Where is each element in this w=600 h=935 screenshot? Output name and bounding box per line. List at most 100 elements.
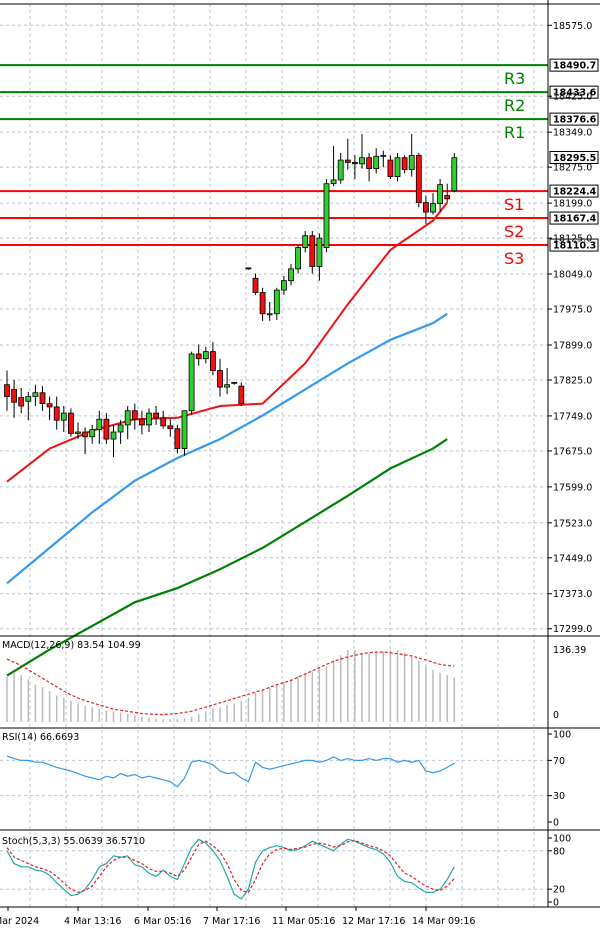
candle-body xyxy=(415,154,422,204)
candle-body xyxy=(380,154,387,157)
ma-blue-line xyxy=(6,312,448,585)
price-tick-label: 18575.0 xyxy=(553,21,592,32)
candle-body xyxy=(422,202,429,213)
candle xyxy=(32,384,39,406)
level-value-label: 18376.6 xyxy=(553,115,597,126)
level-value-box xyxy=(549,184,599,198)
candle xyxy=(202,346,209,364)
current-price-label: 18295.5 xyxy=(553,153,596,164)
candle xyxy=(415,152,422,208)
candle xyxy=(359,134,365,169)
candle-body xyxy=(174,428,181,449)
candle xyxy=(295,245,302,274)
candle-body xyxy=(224,384,231,388)
candle-body xyxy=(96,418,103,431)
candle-body xyxy=(344,159,351,163)
level-value-box xyxy=(549,238,599,252)
level-label-s3: S3 xyxy=(504,249,524,268)
candle xyxy=(82,427,88,455)
candle xyxy=(337,152,344,184)
time-tick-label: 14 Mar 09:16 xyxy=(412,916,475,927)
time-tick-label: 4 Mar 13:16 xyxy=(64,916,121,927)
candle-body xyxy=(89,429,96,438)
candle-body xyxy=(444,195,451,200)
candle-body xyxy=(68,412,74,434)
candle xyxy=(167,419,174,437)
candle xyxy=(4,370,10,411)
candle-body xyxy=(60,412,67,421)
candle xyxy=(373,148,380,174)
time-tick-label: 12 Mar 17:16 xyxy=(342,916,405,927)
candle-body xyxy=(309,235,316,267)
time-tick-label: 11 Mar 05:16 xyxy=(272,916,335,927)
candle-body xyxy=(359,157,365,165)
level-value-box xyxy=(549,112,599,126)
candle-body xyxy=(273,289,280,315)
candle-body xyxy=(330,179,337,185)
rsi-tick-label: 30 xyxy=(553,791,565,802)
price-tick-label: 18125.0 xyxy=(553,234,592,245)
price-tick-label: 18275.0 xyxy=(553,163,592,174)
candle-body xyxy=(202,351,209,360)
candle-body xyxy=(302,235,309,248)
level-label-s2: S2 xyxy=(504,222,524,241)
candle-body xyxy=(430,203,436,213)
candle xyxy=(394,152,401,182)
candle xyxy=(451,152,458,193)
level-label-s1: S1 xyxy=(504,195,524,214)
candle xyxy=(209,342,216,376)
candle xyxy=(280,275,287,295)
candle xyxy=(117,420,124,444)
level-label-r2: R2 xyxy=(504,96,525,115)
stoch-tick-label: 100 xyxy=(553,834,571,845)
candle xyxy=(188,351,195,415)
candle-body xyxy=(188,353,195,412)
level-value-box xyxy=(549,58,599,72)
candle xyxy=(18,388,25,414)
macd-tick-label: 0 xyxy=(553,710,559,721)
candle xyxy=(351,155,358,179)
candle xyxy=(344,138,351,170)
price-tick-label: 17675.0 xyxy=(553,446,592,457)
candle-body xyxy=(131,410,138,420)
candle xyxy=(323,178,330,253)
price-grid xyxy=(0,4,548,907)
price-tick-label: 18199.0 xyxy=(553,199,592,210)
rsi-tick-label: 70 xyxy=(553,756,565,767)
level-value-box xyxy=(549,85,599,99)
candle xyxy=(366,152,373,182)
time-tick-label: Mar 2024 xyxy=(0,916,39,927)
candle-body xyxy=(124,410,131,426)
level-value-box xyxy=(549,211,599,225)
candle xyxy=(110,424,117,458)
candle xyxy=(68,408,74,437)
candle xyxy=(309,231,316,274)
candle xyxy=(96,410,103,444)
candle-body xyxy=(337,159,344,181)
rsi-tick-label: 100 xyxy=(553,730,571,741)
candle xyxy=(224,368,231,395)
candle-body xyxy=(387,159,394,178)
price-tick-label: 18049.0 xyxy=(553,270,592,281)
level-value-label: 18110.3 xyxy=(553,241,596,252)
candle-body xyxy=(238,385,245,405)
candle xyxy=(75,422,81,440)
candle xyxy=(408,134,415,177)
candle-body xyxy=(437,184,444,204)
candle xyxy=(238,382,245,406)
candle-body xyxy=(117,424,124,433)
candle-body xyxy=(259,292,266,315)
candle-body xyxy=(4,384,10,397)
price-tick-label: 17373.0 xyxy=(553,589,592,600)
price-tick-label: 17825.0 xyxy=(553,375,592,386)
candle-body xyxy=(408,154,415,170)
candle-body xyxy=(82,431,88,438)
candle xyxy=(103,413,110,444)
candle-body xyxy=(110,431,117,440)
candle-body xyxy=(146,412,152,426)
stoch-tick-label: 20 xyxy=(553,885,565,896)
candle xyxy=(380,150,387,168)
stoch-k-line xyxy=(6,838,455,900)
candle-body xyxy=(323,183,330,248)
